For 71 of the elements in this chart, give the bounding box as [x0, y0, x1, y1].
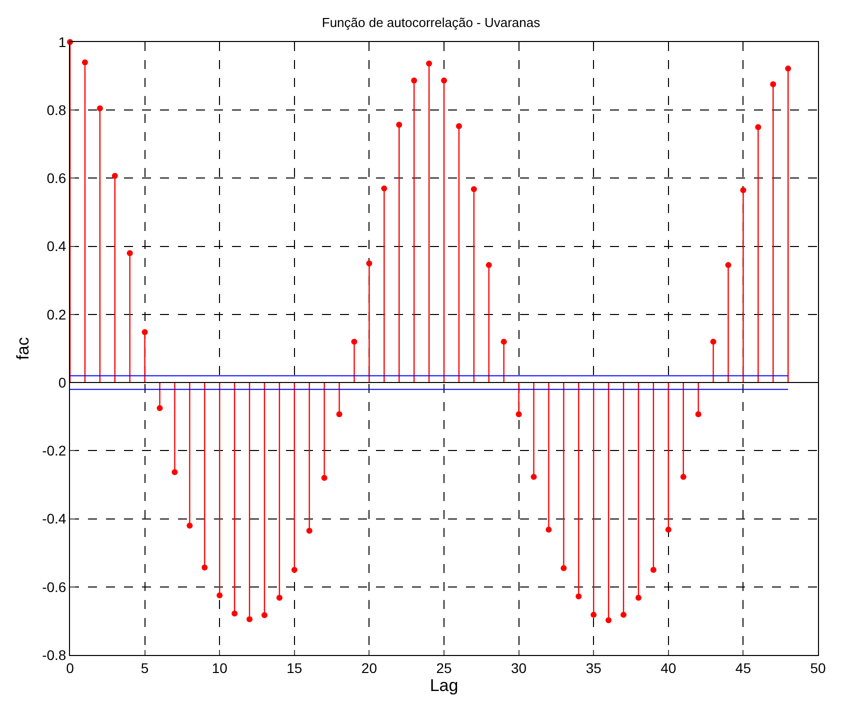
- point: [126, 250, 133, 256]
- y-tick-label: 0.6: [46, 170, 66, 186]
- point: [381, 185, 388, 192]
- point: [516, 411, 522, 418]
- point: [665, 526, 672, 533]
- x-tick-label: 15: [286, 660, 302, 676]
- point: [261, 612, 268, 618]
- point: [546, 526, 552, 533]
- point: [470, 186, 477, 192]
- x-tick-label: 35: [586, 660, 602, 676]
- point: [112, 172, 118, 179]
- point: [366, 260, 372, 266]
- point: [650, 566, 656, 573]
- point: [202, 564, 208, 570]
- point: [500, 338, 507, 345]
- point: [396, 122, 402, 128]
- point: [82, 59, 88, 66]
- point: [755, 124, 762, 130]
- point: [96, 105, 103, 112]
- y-tick-label: 0.4: [46, 238, 66, 254]
- point: [606, 617, 612, 624]
- point: [785, 66, 792, 72]
- point: [695, 411, 702, 418]
- x-tick-label: 40: [660, 660, 676, 676]
- point: [560, 565, 567, 572]
- point: [441, 77, 447, 84]
- point: [530, 474, 537, 480]
- point: [426, 60, 432, 66]
- point: [142, 329, 148, 336]
- y-tick-label: -0.2: [42, 442, 66, 459]
- chart-title: Função de autocorrelação - Uvaranas: [322, 14, 541, 30]
- point: [635, 594, 642, 601]
- point: [710, 338, 716, 345]
- point: [725, 262, 732, 268]
- point: [246, 616, 253, 622]
- point: [486, 262, 492, 268]
- point: [232, 610, 238, 616]
- y-axis-title: fac: [14, 336, 33, 360]
- x-tick-label: 30: [511, 660, 527, 676]
- x-tick-label: 50: [810, 660, 826, 676]
- point: [620, 612, 627, 618]
- y-tick-label: 0: [58, 374, 66, 390]
- point: [216, 592, 223, 598]
- x-tick-label: 25: [436, 660, 452, 676]
- point: [291, 566, 298, 573]
- point: [351, 338, 358, 345]
- point: [321, 474, 328, 481]
- point: [680, 474, 686, 480]
- y-tick-label: 0.8: [46, 102, 66, 118]
- y-tick-label: 0.2: [46, 306, 66, 322]
- point: [740, 187, 746, 194]
- y-tick-label: -0.4: [42, 510, 66, 527]
- point: [172, 469, 178, 476]
- x-tick-label: 5: [140, 660, 149, 676]
- x-tick-label: 45: [735, 660, 752, 676]
- point: [306, 528, 312, 534]
- y-tick-label: 1: [58, 34, 66, 50]
- point: [770, 81, 776, 88]
- x-tick-label: 10: [212, 660, 228, 676]
- y-tick-label: -0.6: [42, 578, 66, 595]
- point: [156, 405, 163, 412]
- point: [590, 612, 597, 618]
- point: [576, 593, 582, 600]
- y-tick-label: -0.8: [42, 646, 66, 663]
- x-axis-title: Lag: [430, 676, 458, 696]
- point: [456, 123, 462, 130]
- point: [276, 594, 282, 601]
- point: [186, 522, 193, 529]
- point: [336, 411, 342, 418]
- point: [411, 77, 418, 84]
- x-tick-label: 20: [361, 660, 378, 676]
